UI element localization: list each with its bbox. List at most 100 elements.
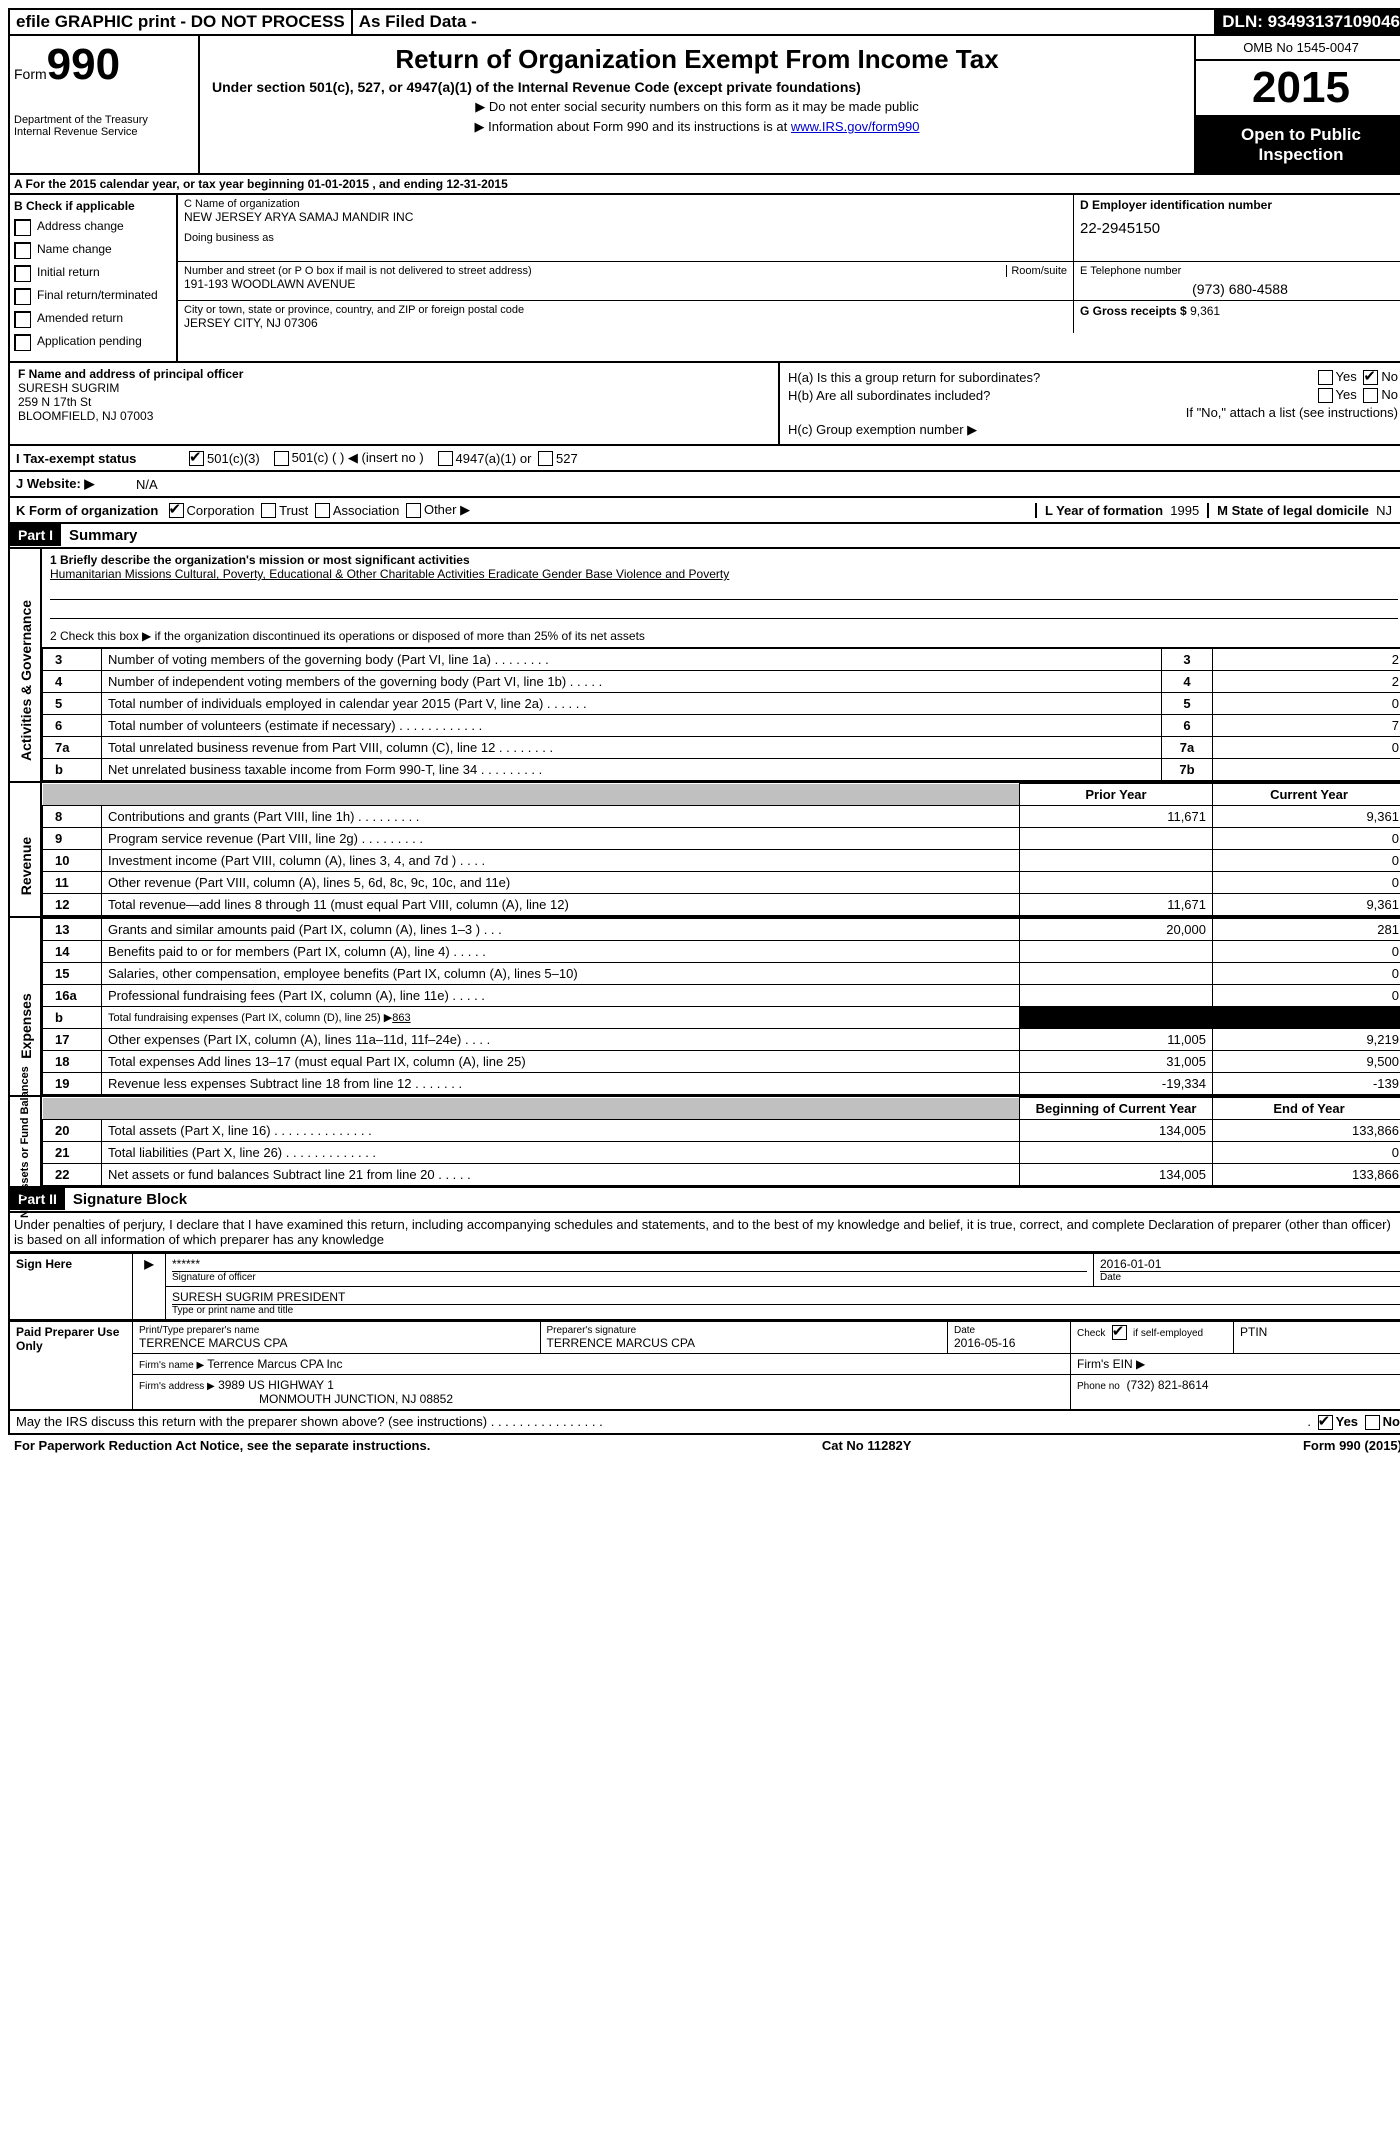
- signature-declaration: Under penalties of perjury, I declare th…: [8, 1213, 1400, 1253]
- table-row: bNet unrelated business taxable income f…: [43, 759, 1400, 781]
- col-end: End of Year: [1213, 1098, 1400, 1120]
- yes-label: Yes: [1336, 387, 1357, 402]
- note-pre: ▶ Information about Form 990 and its ins…: [475, 119, 791, 134]
- col-beginning: Beginning of Current Year: [1020, 1098, 1213, 1120]
- checkbox-icon[interactable]: [1112, 1325, 1127, 1340]
- l-cell: L Year of formation 1995: [1035, 503, 1207, 518]
- checkbox-icon: [14, 242, 31, 259]
- checkbox-icon[interactable]: [1365, 1415, 1380, 1430]
- d-ein-cell: D Employer identification number 22-2945…: [1074, 195, 1400, 262]
- sign-here-table: Sign Here ▶ ****** Signature of officer …: [8, 1253, 1400, 1321]
- h-ifno: If "No," attach a list (see instructions…: [788, 405, 1398, 420]
- chk-name-change[interactable]: Name change: [14, 242, 172, 259]
- dba-label: Doing business as: [184, 232, 1067, 244]
- chk-address-change[interactable]: Address change: [14, 219, 172, 236]
- h-a-line: H(a) Is this a group return for subordin…: [788, 369, 1398, 385]
- paperwork-notice: For Paperwork Reduction Act Notice, see …: [14, 1438, 430, 1453]
- k-corp: Corporation: [187, 503, 255, 518]
- checkbox-icon[interactable]: [1318, 370, 1333, 385]
- checkbox-icon[interactable]: [1318, 388, 1333, 403]
- info-grid: B Check if applicable Address change Nam…: [8, 195, 1400, 363]
- checkbox-icon[interactable]: [315, 503, 330, 518]
- part1-header: Part ISummary: [8, 524, 1400, 549]
- form-num: 990: [1339, 1438, 1361, 1453]
- checkbox-icon[interactable]: [1363, 370, 1378, 385]
- note-instructions: ▶ Information about Form 990 and its ins…: [212, 119, 1182, 135]
- no-label: No: [1381, 387, 1398, 402]
- m-label: M State of legal domicile: [1217, 503, 1369, 518]
- checkbox-icon[interactable]: [169, 503, 184, 518]
- checkbox-icon[interactable]: [261, 503, 276, 518]
- h-box: H(a) Is this a group return for subordin…: [780, 363, 1400, 444]
- q1-text: 1 Briefly describe the organization's mi…: [50, 553, 470, 567]
- phone-label: Phone no: [1077, 1381, 1120, 1392]
- part1-num: Part I: [10, 524, 61, 546]
- i-label: I Tax-exempt status: [16, 451, 186, 466]
- checkbox-icon[interactable]: [1363, 388, 1378, 403]
- officer-city: BLOOMFIELD, NJ 07003: [18, 409, 770, 423]
- no-label: No: [1381, 369, 1398, 384]
- sig-name-cell: SURESH SUGRIM PRESIDENT Type or print na…: [166, 1287, 1400, 1321]
- side-net-text: Net Assets or Fund Balances: [19, 1084, 31, 1218]
- paid-preparer-table: Paid Preparer Use Only Print/Type prepar…: [8, 1321, 1400, 1411]
- checkbox-icon: [14, 219, 31, 236]
- checkbox-icon[interactable]: [406, 503, 421, 518]
- checkbox-icon[interactable]: [438, 451, 453, 466]
- table-row: 13Grants and similar amounts paid (Part …: [43, 919, 1400, 941]
- table-row: 10Investment income (Part VIII, column (…: [43, 850, 1400, 872]
- expenses-section: Expenses 13Grants and similar amounts pa…: [8, 918, 1400, 1097]
- table-row: 5Total number of individuals employed in…: [43, 693, 1400, 715]
- form-ref: Form 990 (2015): [1303, 1438, 1400, 1453]
- checkbox-icon: [14, 265, 31, 282]
- form-title: Return of Organization Exempt From Incom…: [212, 44, 1182, 75]
- checkbox-icon: [14, 334, 31, 351]
- checkbox-icon[interactable]: [1318, 1415, 1333, 1430]
- chk-final-return[interactable]: Final return/terminated: [14, 288, 172, 305]
- checkbox-icon[interactable]: [274, 451, 289, 466]
- side-ag-text: Activities & Governance: [18, 633, 34, 761]
- side-rev: Revenue: [10, 783, 42, 916]
- checkbox-icon[interactable]: [189, 451, 204, 466]
- year-box: OMB No 1545-0047 2015 Open to Public Ins…: [1196, 36, 1400, 173]
- c-name-cell: C Name of organization NEW JERSEY ARYA S…: [178, 195, 1074, 262]
- city-value: JERSEY CITY, NJ 07306: [184, 316, 1067, 330]
- k-other: Other ▶: [424, 502, 470, 518]
- form-word: Form: [14, 66, 47, 82]
- chk-application-pending[interactable]: Application pending: [14, 334, 172, 351]
- omb-number: OMB No 1545-0047: [1196, 36, 1400, 61]
- chk-label: Address change: [37, 219, 124, 233]
- prep-sig-cell: Preparer's signatureTERRENCE MARCUS CPA: [540, 1322, 948, 1354]
- table-row: 20Total assets (Part X, line 16) . . . .…: [43, 1120, 1400, 1142]
- row-j: J Website: ▶ N/A: [8, 472, 1400, 498]
- table-row: 21Total liabilities (Part X, line 26) . …: [43, 1142, 1400, 1164]
- table-row: 18Total expenses Add lines 13–17 (must e…: [43, 1051, 1400, 1073]
- table-row: 14Benefits paid to or for members (Part …: [43, 941, 1400, 963]
- q2-text: 2 Check this box ▶ if the organization d…: [50, 629, 645, 643]
- net-header-row: Beginning of Current Year End of Year: [43, 1098, 1400, 1120]
- tax-year: 2015: [1196, 61, 1400, 117]
- f-label-text: F Name and address of principal officer: [18, 367, 243, 381]
- dept-treasury: Department of the Treasury: [14, 114, 194, 126]
- h-ifno-text: If "No," attach a list (see instructions…: [1186, 405, 1398, 420]
- website-value: N/A: [136, 477, 158, 492]
- chk-initial-return[interactable]: Initial return: [14, 265, 172, 282]
- net-content: Beginning of Current Year End of Year 20…: [42, 1097, 1400, 1186]
- irs-link[interactable]: www.IRS.gov/form990: [791, 119, 920, 134]
- checkbox-icon[interactable]: [538, 451, 553, 466]
- chk-amended[interactable]: Amended return: [14, 311, 172, 328]
- open2: Inspection: [1258, 145, 1343, 164]
- form-subtitle: Under section 501(c), 527, or 4947(a)(1)…: [212, 79, 1182, 95]
- prep-name-label: Print/Type preparer's name: [139, 1325, 534, 1336]
- prep-sig: TERRENCE MARCUS CPA: [547, 1336, 942, 1350]
- footer-last: For Paperwork Reduction Act Notice, see …: [8, 1435, 1400, 1456]
- firm-addr1: 3989 US HIGHWAY 1: [218, 1378, 334, 1392]
- q2-block: 2 Check this box ▶ if the organization d…: [42, 625, 1400, 648]
- top-bar: efile GRAPHIC print - DO NOT PROCESS As …: [8, 8, 1400, 34]
- prep-date-label: Date: [954, 1325, 1064, 1336]
- sig-date: 2016-01-01: [1100, 1257, 1400, 1271]
- part2-title: Signature Block: [65, 1188, 195, 1211]
- e-phone-cell: E Telephone number (973) 680-4588: [1074, 262, 1400, 301]
- chk-label: Initial return: [37, 265, 100, 279]
- street-value: 191-193 WOODLAWN AVENUE: [184, 277, 1067, 291]
- firm-name-label: Firm's name ▶: [139, 1360, 204, 1371]
